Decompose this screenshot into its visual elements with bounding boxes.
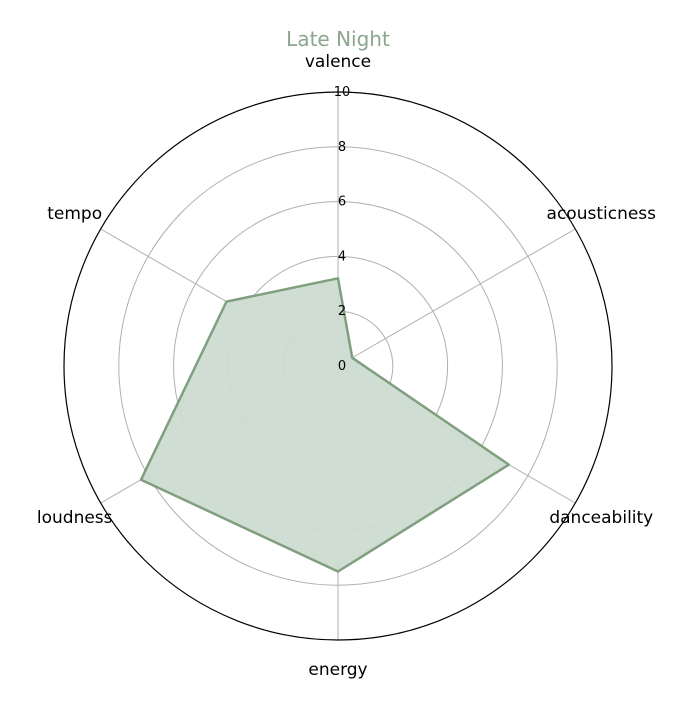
tick-label-2: 2: [338, 304, 346, 319]
axis-label-loudness: loudness: [37, 508, 113, 528]
axis-label-acousticness: acousticness: [547, 204, 657, 224]
axis-label-tempo: tempo: [47, 204, 102, 224]
tick-label-6: 6: [338, 195, 346, 210]
tick-label-4: 4: [338, 249, 346, 264]
axis-label-energy: energy: [308, 660, 367, 680]
axis-label-valence: valence: [305, 52, 371, 72]
outer-frame: [63, 91, 613, 641]
tick-label-8: 8: [338, 140, 346, 155]
axis-labels: valence acousticness danceability energy lou…: [37, 52, 656, 680]
series-layer: [139, 277, 511, 573]
series-area: [141, 278, 509, 572]
series-line: [139, 277, 511, 573]
radial-tick-labels: 0 2 4 6 8 10: [334, 85, 351, 374]
chart-title: Late Night: [286, 27, 390, 51]
tick-label-10: 10: [334, 85, 351, 100]
tick-label-0: 0: [338, 359, 346, 374]
grid-spoke: [337, 228, 576, 367]
axis-label-danceability: danceability: [549, 508, 653, 528]
